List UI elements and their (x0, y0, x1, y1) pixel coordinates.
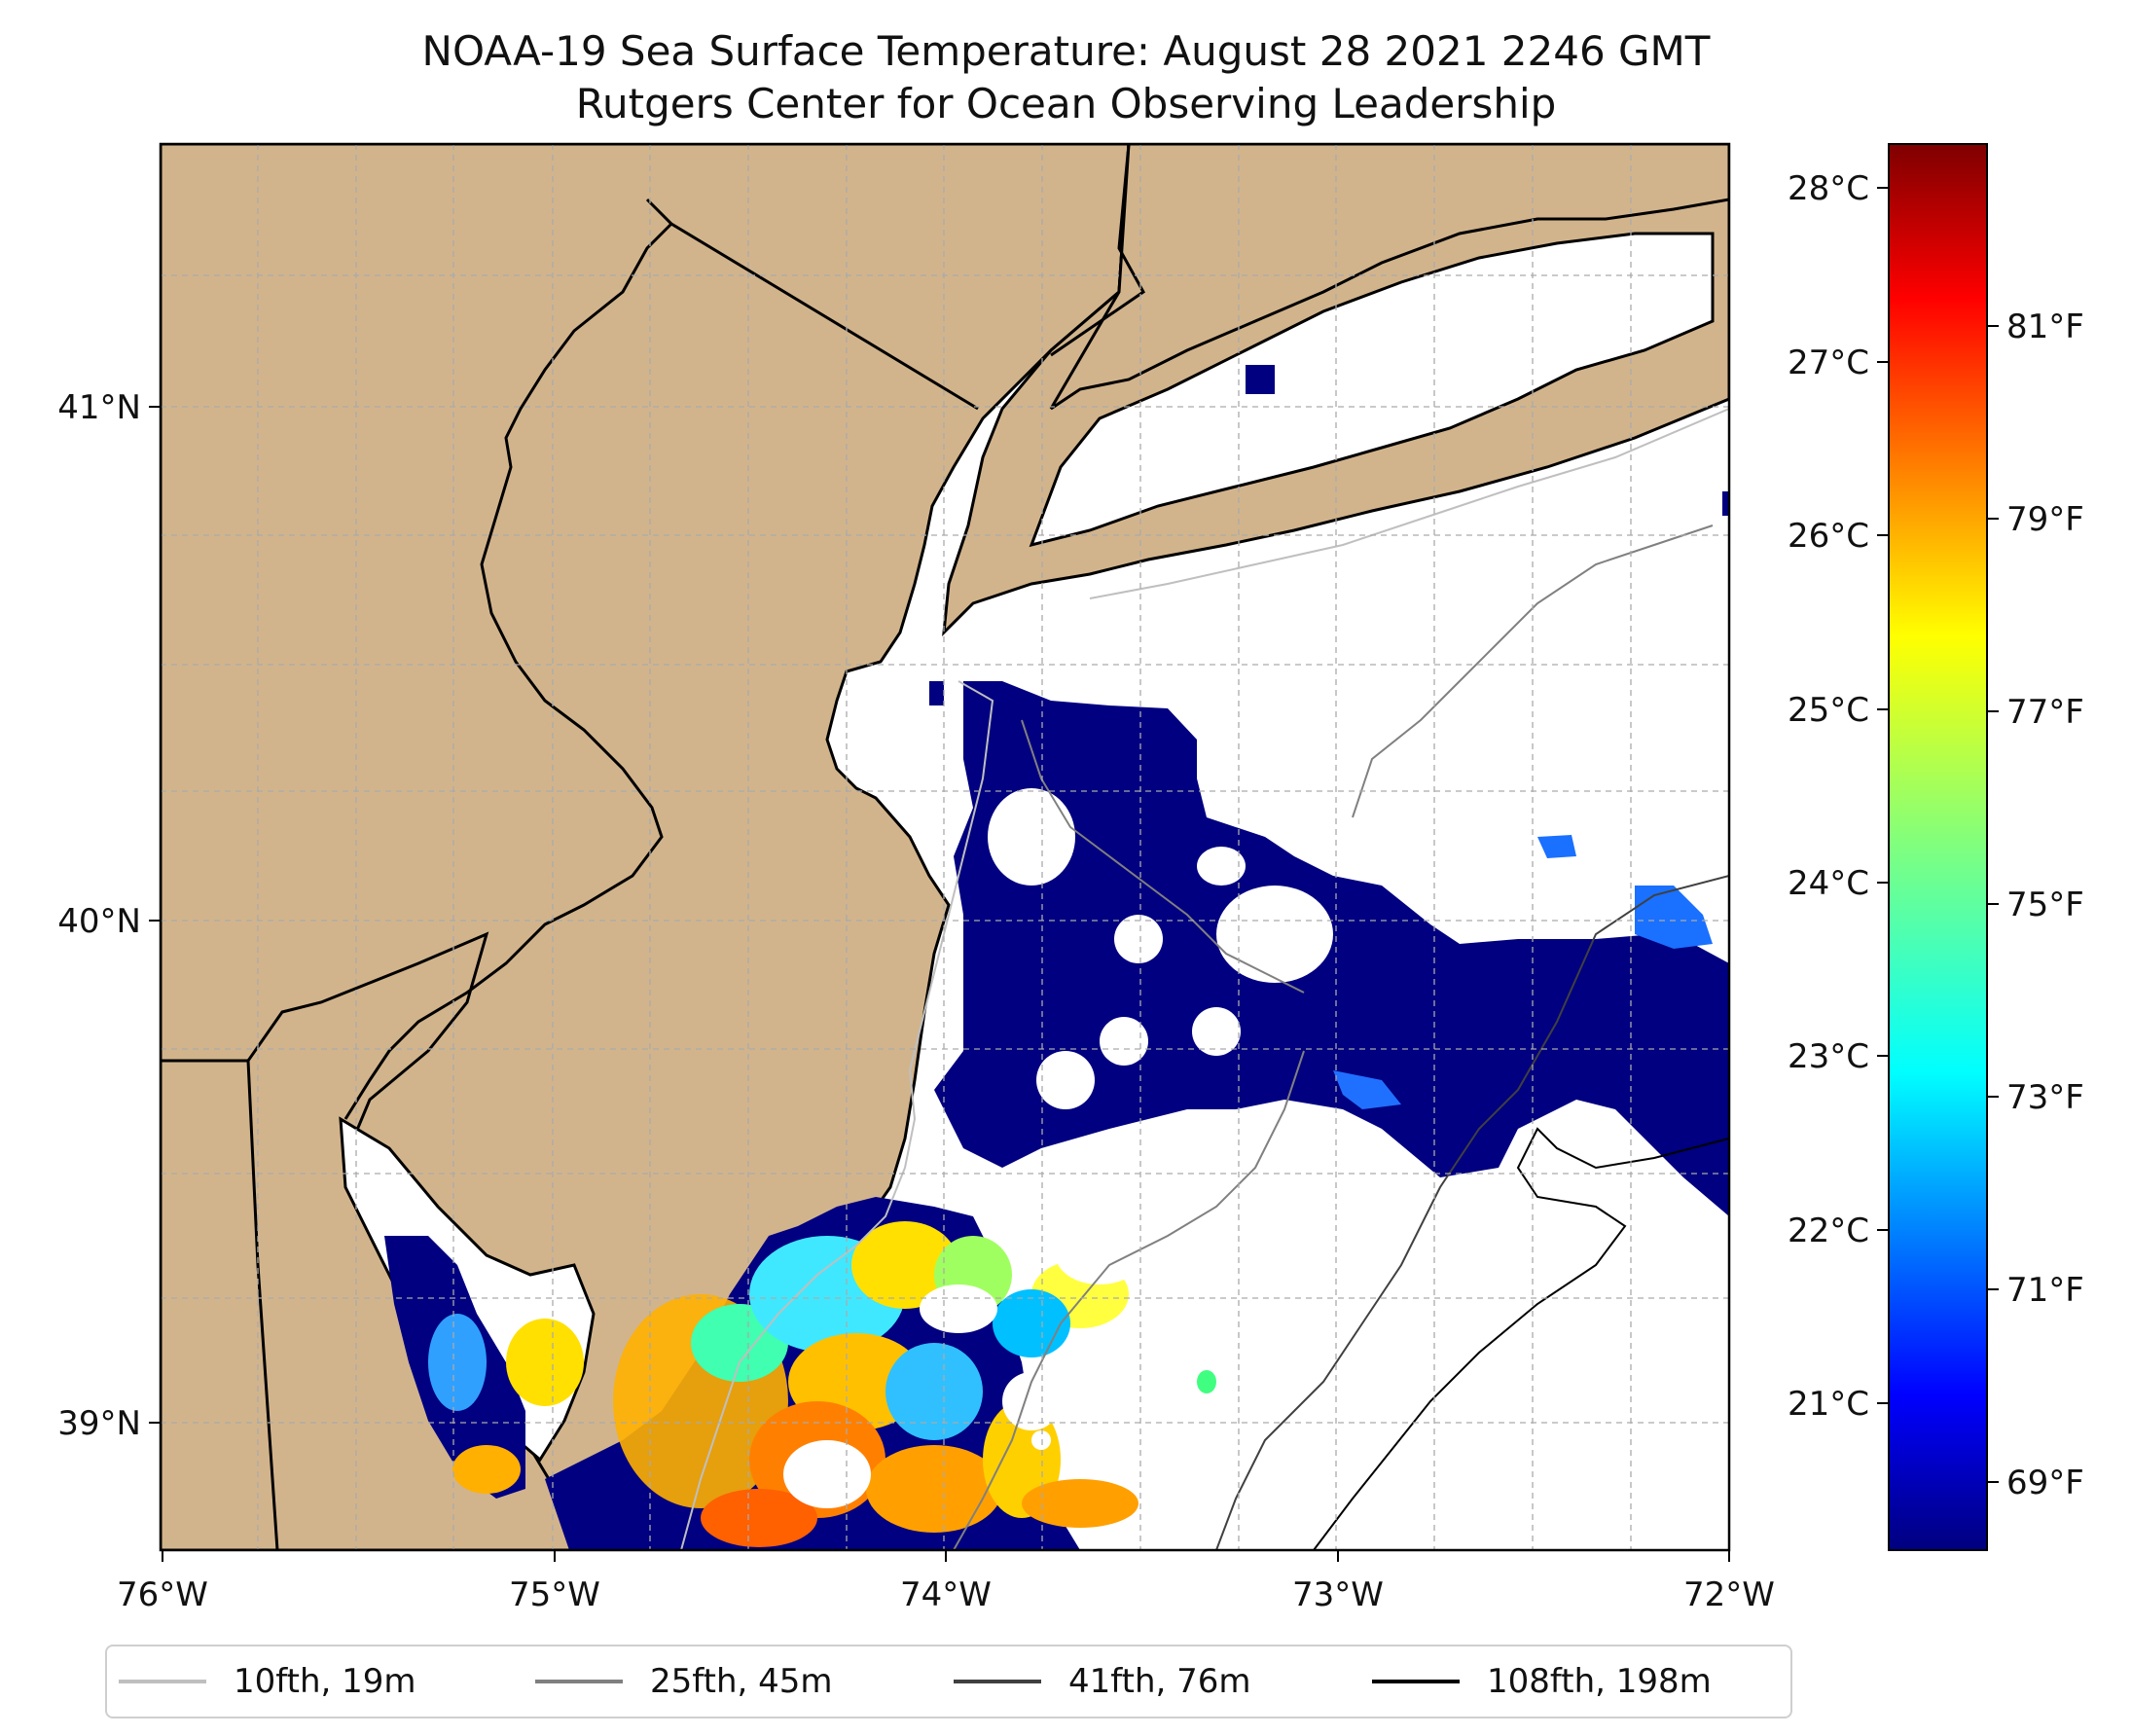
colorbar-f-71: 71°F (2006, 1271, 2084, 1310)
colorbar-c-22: 22°C (1788, 1212, 1869, 1250)
legend-label-10fth: 10fth, 19m (234, 1662, 416, 1701)
lat-ticks (149, 406, 161, 1424)
colorbar (1888, 143, 1988, 1551)
colorbar-fahrenheit-ticks (1987, 325, 1999, 1483)
lon-label-76w: 76°W (117, 1575, 208, 1614)
figure-title: NOAA-19 Sea Surface Temperature: August … (421, 27, 1711, 75)
state-border-pa-de (246, 1060, 279, 1550)
colorbar-f-73: 73°F (2006, 1078, 2084, 1117)
land-connecticut (1049, 144, 1729, 411)
colorbar-c-24: 24°C (1788, 864, 1869, 903)
legend-label-41fth: 41fth, 76m (1068, 1662, 1251, 1701)
lat-label-39n: 39°N (57, 1404, 141, 1443)
bathymetry-contours (680, 408, 1729, 1550)
lon-label-75w: 75°W (509, 1575, 600, 1614)
delaware-river (343, 222, 673, 1120)
legend-swatch-108fth (1372, 1680, 1460, 1683)
lon-ticks (162, 1550, 1730, 1562)
figure-subtitle: Rutgers Center for Ocean Observing Leade… (575, 80, 1557, 127)
colorbar-celsius-ticks (1877, 187, 1889, 1404)
colorbar-c-26: 26°C (1788, 517, 1869, 556)
legend: 10fth, 19m 25fth, 45m 41fth, 76m 108fth,… (105, 1645, 1792, 1718)
colorbar-c-25: 25°C (1788, 691, 1869, 730)
colorbar-c-23: 23°C (1788, 1037, 1869, 1076)
colorbar-f-69: 69°F (2006, 1464, 2084, 1502)
lon-label-74w: 74°W (900, 1575, 992, 1614)
legend-label-108fth: 108fth, 198m (1487, 1662, 1712, 1701)
colorbar-f-77: 77°F (2006, 693, 2084, 732)
long-island-sound (1029, 232, 1715, 548)
legend-swatch-10fth (119, 1680, 206, 1683)
map-area (161, 144, 1729, 1550)
sst-data (384, 365, 1729, 1550)
colorbar-f-75: 75°F (2006, 886, 2084, 924)
lon-label-72w: 72°W (1683, 1575, 1775, 1614)
colorbar-c-28: 28°C (1788, 169, 1869, 208)
legend-item-108fth: 108fth, 198m (1372, 1646, 1712, 1717)
legend-item-41fth: 41fth, 76m (954, 1646, 1251, 1717)
lat-label-40n: 40°N (57, 902, 141, 941)
legend-swatch-25fth (535, 1680, 623, 1683)
legend-label-25fth: 25fth, 45m (650, 1662, 833, 1701)
colorbar-f-79: 79°F (2006, 500, 2084, 539)
lat-label-41n: 41°N (57, 388, 141, 427)
legend-swatch-41fth (954, 1680, 1041, 1683)
legend-item-25fth: 25fth, 45m (535, 1646, 833, 1717)
legend-item-10fth: 10fth, 19m (119, 1646, 416, 1717)
colorbar-f-81: 81°F (2006, 307, 2084, 346)
colorbar-c-21: 21°C (1788, 1385, 1869, 1424)
state-border-ct (1050, 144, 1145, 357)
colorbar-c-27: 27°C (1788, 344, 1869, 382)
lon-label-73w: 73°W (1292, 1575, 1384, 1614)
gridlines (161, 144, 1729, 1550)
